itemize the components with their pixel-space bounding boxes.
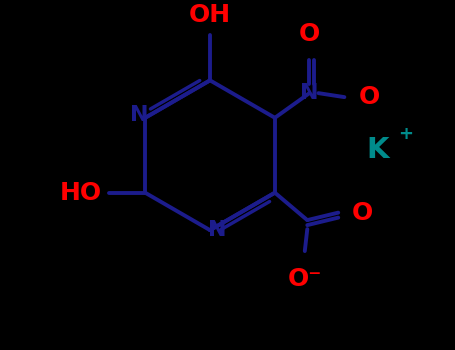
Text: N: N	[130, 105, 148, 125]
Text: +: +	[398, 125, 413, 143]
Text: O: O	[299, 22, 320, 46]
Text: N: N	[300, 83, 318, 103]
Text: N: N	[208, 220, 227, 240]
Text: O: O	[359, 85, 380, 109]
Text: O⁻: O⁻	[288, 267, 322, 291]
Text: K: K	[366, 136, 389, 164]
Text: HO: HO	[60, 181, 102, 205]
Text: O: O	[352, 201, 373, 225]
Text: OH: OH	[189, 4, 231, 27]
